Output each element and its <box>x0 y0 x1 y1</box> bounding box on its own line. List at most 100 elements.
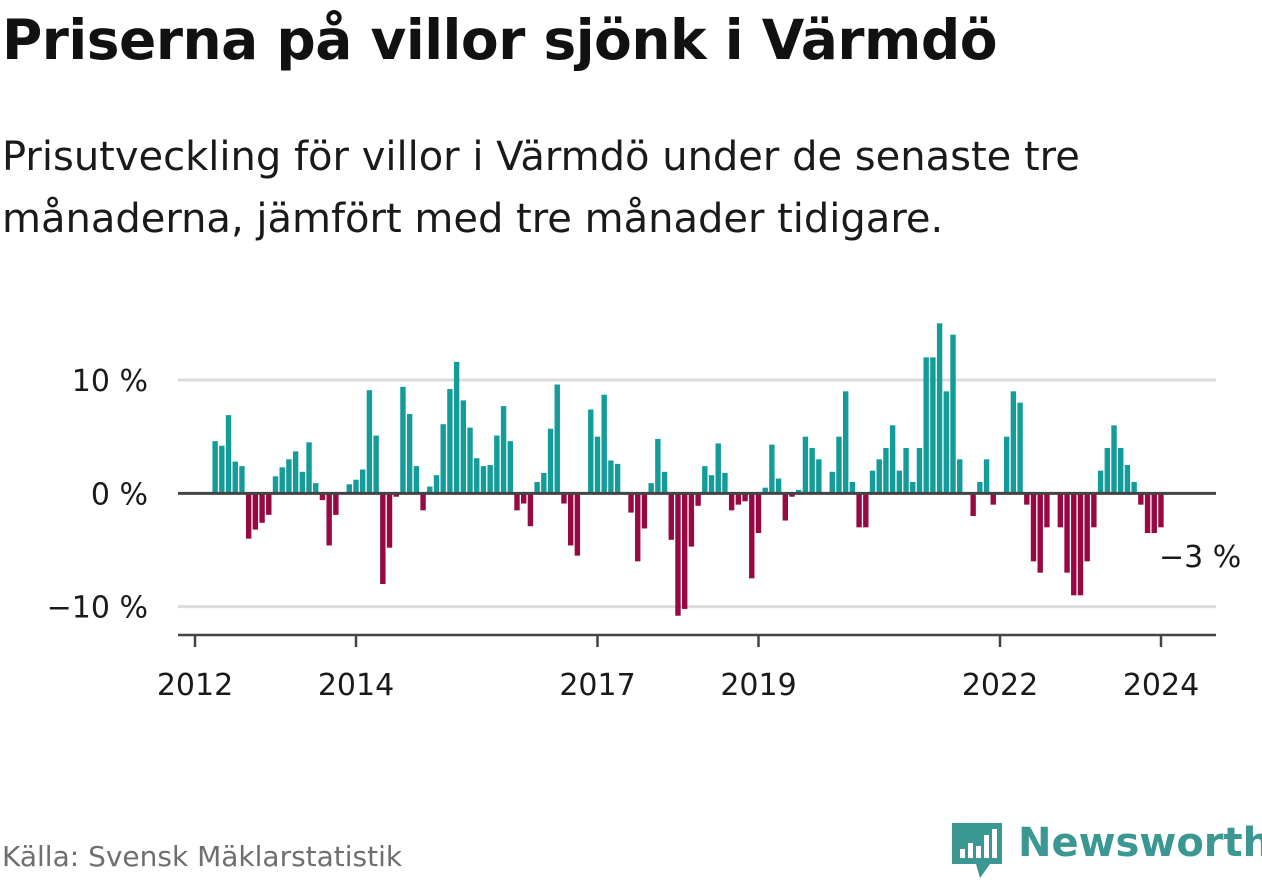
bar <box>856 493 862 528</box>
gridlines <box>178 378 1216 609</box>
bar <box>507 441 513 494</box>
bar <box>742 493 748 502</box>
bar <box>648 483 654 494</box>
bar <box>863 493 869 528</box>
bar <box>614 463 621 494</box>
bar <box>1057 493 1064 528</box>
bar <box>1131 482 1137 494</box>
x-tick-label: 2014 <box>318 668 394 703</box>
bar <box>306 442 312 494</box>
bar <box>447 389 453 494</box>
bar <box>1158 493 1164 528</box>
bar <box>386 493 393 548</box>
bar <box>1077 493 1084 596</box>
bar <box>413 466 420 494</box>
bar <box>433 475 440 494</box>
bar <box>635 493 641 562</box>
bar <box>876 459 882 494</box>
bar <box>333 493 339 515</box>
bar <box>360 469 366 494</box>
bar <box>266 493 272 515</box>
bar <box>775 478 782 494</box>
bar <box>286 459 292 494</box>
bar <box>722 472 728 494</box>
bar <box>494 435 500 494</box>
bar <box>487 465 493 494</box>
bar <box>1144 493 1151 533</box>
bar <box>514 493 520 511</box>
bar <box>1091 493 1097 528</box>
bar <box>467 427 473 494</box>
bar <box>769 444 775 494</box>
bar <box>702 466 708 494</box>
bar <box>641 493 648 529</box>
bar <box>245 493 252 539</box>
x-tick-label: 2022 <box>962 668 1038 703</box>
bar <box>1064 493 1070 573</box>
bar <box>681 493 688 609</box>
bar <box>252 493 259 530</box>
bar <box>943 391 949 494</box>
bar-chart: 10 % 0 % −10 % 2012 2014 2017 2019 2022 2024 −3 % <box>47 323 1242 703</box>
brand-name: Newsworthy <box>1018 820 1262 866</box>
bar <box>393 493 399 497</box>
bar <box>239 466 245 494</box>
bar <box>869 470 876 494</box>
bar <box>970 493 976 516</box>
bar <box>910 482 916 494</box>
bar <box>380 493 386 584</box>
bar <box>675 493 681 616</box>
x-tick-label: 2012 <box>157 668 233 703</box>
bar <box>527 493 534 527</box>
bar <box>836 436 842 494</box>
y-tick-label: 0 % <box>91 477 148 512</box>
bar <box>500 406 507 494</box>
bar <box>601 394 607 494</box>
bar <box>661 471 668 494</box>
bar <box>896 470 903 494</box>
bar <box>903 448 909 494</box>
bar <box>1097 470 1104 494</box>
bar <box>1010 391 1017 494</box>
bar <box>420 493 426 511</box>
bar <box>883 448 889 494</box>
bar <box>292 451 299 494</box>
bar <box>1104 448 1110 494</box>
last-value-label: −3 % <box>1159 540 1241 575</box>
bar <box>541 472 547 494</box>
x-tick-label: 2019 <box>720 668 796 703</box>
bar <box>319 493 326 501</box>
bar <box>521 493 527 504</box>
bar <box>534 482 540 494</box>
bar <box>829 471 835 494</box>
bar <box>1017 402 1023 494</box>
bar <box>983 459 990 494</box>
bar <box>1111 425 1117 494</box>
bar <box>346 484 352 494</box>
bar <box>1084 493 1090 562</box>
bar <box>547 428 554 494</box>
bar <box>279 467 285 494</box>
bar <box>313 483 319 494</box>
bar <box>561 493 567 504</box>
y-tick-label: −10 % <box>47 591 148 626</box>
bar <box>1037 493 1043 573</box>
bar <box>406 414 413 494</box>
bar <box>219 445 225 494</box>
bar <box>1138 493 1144 505</box>
bar <box>232 461 238 494</box>
bar <box>326 493 332 546</box>
bar <box>749 493 755 579</box>
bar <box>796 489 802 494</box>
bar <box>755 493 762 533</box>
bar <box>977 482 983 494</box>
bar <box>574 493 581 556</box>
axis-labels: 10 % 0 % −10 % 2012 2014 2017 2019 2022 2024 −3 % <box>47 364 1242 703</box>
bar <box>427 486 433 494</box>
bar <box>554 384 560 494</box>
bar <box>916 448 923 494</box>
bar <box>453 361 460 494</box>
bar <box>480 466 487 494</box>
bar <box>460 400 467 494</box>
bar <box>842 391 849 494</box>
